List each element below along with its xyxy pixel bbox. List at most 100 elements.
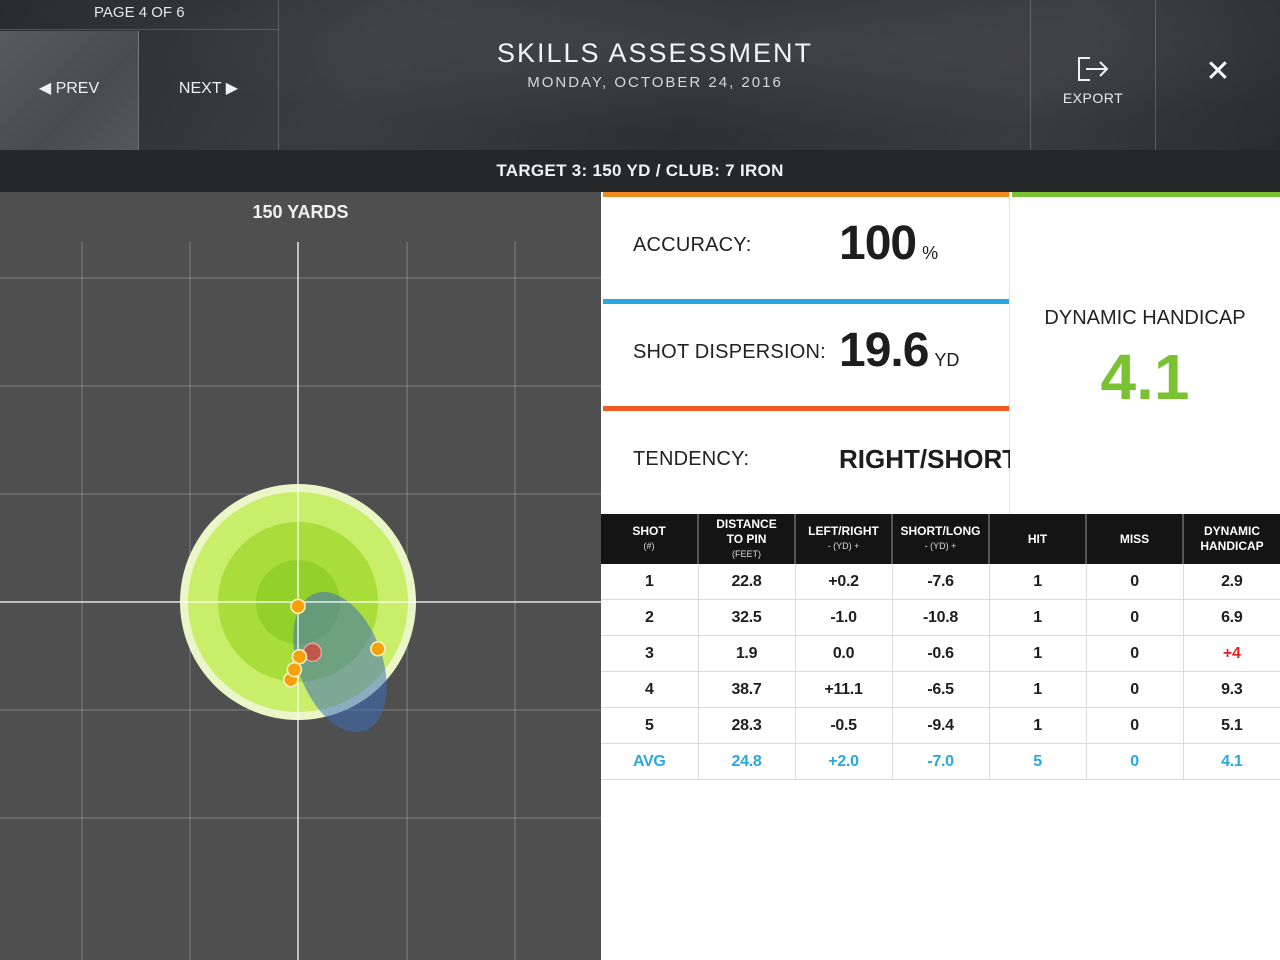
table-cell: 28.3 xyxy=(697,707,795,744)
header-line: LEFT/RIGHT xyxy=(808,524,879,538)
header: PAGE 4 OF 6 ◀ PREV NEXT ▶ SKILLS ASSESSM… xyxy=(0,0,1280,150)
shot-marker xyxy=(291,648,308,665)
tendency-value: RIGHT/SHORT xyxy=(839,444,1019,474)
table-cell: 0.0 xyxy=(794,635,892,672)
table-cell: 1 xyxy=(988,599,1086,636)
accuracy-unit: % xyxy=(922,243,939,263)
table-row: 5 28.3 -0.5 -9.4 1 0 5.1 xyxy=(601,707,1280,744)
table-cell: +4 xyxy=(1182,635,1280,672)
header-line: TO PIN xyxy=(726,531,767,546)
table-cell: -7.0 xyxy=(891,743,989,780)
table-header-cell: LEFT/RIGHT - (YD) + xyxy=(794,514,892,564)
header-line: HIT xyxy=(1027,531,1048,546)
table-cell: 2.9 xyxy=(1182,564,1280,600)
table-cell: 3 xyxy=(601,635,698,672)
table-cell: -0.5 xyxy=(794,707,892,744)
map-distance-title: 150 YARDS xyxy=(252,202,349,222)
table-cell: +11.1 xyxy=(794,671,892,708)
table-cell: 32.5 xyxy=(697,599,795,636)
table-cell: 1 xyxy=(988,671,1086,708)
export-label: EXPORT xyxy=(1062,90,1124,106)
table-cell: 1.9 xyxy=(697,635,795,672)
close-icon: ✕ xyxy=(1205,55,1231,88)
table-cell: -0.6 xyxy=(891,635,989,672)
table-average-row: AVG 24.8 +2.0 -7.0 5 0 4.1 xyxy=(601,743,1280,780)
handicap-label: DYNAMIC HANDICAP xyxy=(1044,307,1246,329)
table-cell: 22.8 xyxy=(697,564,795,600)
shot-marker xyxy=(286,661,303,678)
tendency-color-bar xyxy=(603,406,1009,411)
header-unit: - (YD) + xyxy=(924,541,957,551)
table-cell: 0 xyxy=(1085,635,1183,672)
shots-table: SHOT (#) DISTANCE TO PIN (FEET) LEFT/RIGHT - (… xyxy=(601,514,1280,780)
table-cell: 2 xyxy=(601,599,698,636)
table-header-cell: MISS xyxy=(1085,514,1183,564)
tendency-label: TENDENCY: xyxy=(633,448,750,470)
dispersion-number: 19.6 xyxy=(839,324,929,377)
table-cell: 1 xyxy=(988,707,1086,744)
table-cell: +2.0 xyxy=(794,743,892,780)
handicap-color-bar xyxy=(1012,192,1280,197)
table-cell: 5.1 xyxy=(1182,707,1280,744)
accuracy-color-bar xyxy=(603,192,1009,197)
page-indicator: PAGE 4 OF 6 xyxy=(0,0,278,30)
table-cell: -6.5 xyxy=(891,671,989,708)
shot-map: 150 YARDS xyxy=(0,192,601,960)
table-cell: 5 xyxy=(601,707,698,744)
dispersion-color-bar xyxy=(603,299,1009,304)
accuracy-label: ACCURACY: xyxy=(633,234,752,256)
accuracy-card: ACCURACY: 100% xyxy=(601,192,1010,300)
header-divider xyxy=(1030,0,1031,150)
dispersion-label: SHOT DISPERSION: xyxy=(633,341,826,363)
header-line: DYNAMIC xyxy=(1204,524,1260,538)
table-cell: 9.3 xyxy=(1182,671,1280,708)
table-cell: 1 xyxy=(988,635,1086,672)
next-button[interactable]: NEXT ▶ xyxy=(178,80,239,97)
header-line: MISS xyxy=(1119,531,1150,546)
header-unit: (#) xyxy=(643,541,655,551)
page-title: SKILLS ASSESSMENT xyxy=(496,38,814,68)
table-header-cell: SHOT (#) xyxy=(601,514,698,564)
table-cell: AVG xyxy=(601,743,698,780)
table-cell: 0 xyxy=(1085,564,1183,600)
table-cell: 1 xyxy=(601,564,698,600)
table-cell: -1.0 xyxy=(794,599,892,636)
shot-map-canvas xyxy=(0,242,601,960)
table-cell: 1 xyxy=(988,564,1086,600)
table-cell: 0 xyxy=(1085,671,1183,708)
table-cell: 5 xyxy=(988,743,1086,780)
header-divider xyxy=(278,0,279,150)
table-row: 2 32.5 -1.0 -10.8 1 0 6.9 xyxy=(601,599,1280,636)
table-cell: 4.1 xyxy=(1182,743,1280,780)
table-row: 4 38.7 +11.1 -6.5 1 0 9.3 xyxy=(601,671,1280,708)
table-cell: 0 xyxy=(1085,707,1183,744)
dispersion-unit: YD xyxy=(934,350,960,370)
tendency-card: TENDENCY: RIGHT/SHORT xyxy=(601,406,1018,515)
table-cell: 0 xyxy=(1085,599,1183,636)
dynamic-handicap-panel: DYNAMIC HANDICAP 4.1 xyxy=(1010,192,1280,514)
table-cell: -10.8 xyxy=(891,599,989,636)
table-row: 3 1.9 0.0 -0.6 1 0 +4 xyxy=(601,635,1280,672)
header-unit: (FEET) xyxy=(732,548,761,559)
table-cell: -7.6 xyxy=(891,564,989,600)
table-header-cell: DYNAMIC HANDICAP xyxy=(1182,514,1280,564)
table-cell: 4 xyxy=(601,671,698,708)
table-cell: +0.2 xyxy=(794,564,892,600)
handicap-value: 4.1 xyxy=(1100,341,1190,413)
header-divider xyxy=(1155,0,1156,150)
table-header-row: SHOT (#) DISTANCE TO PIN (FEET) LEFT/RIGHT - (… xyxy=(601,514,1280,564)
dispersion-ellipse xyxy=(293,591,387,733)
header-line: HANDICAP xyxy=(1200,539,1264,553)
close-button[interactable]: ✕ xyxy=(1156,0,1280,150)
table-cell: 0 xyxy=(1085,743,1183,780)
export-button[interactable]: EXPORT xyxy=(1031,0,1155,150)
table-cell: 6.9 xyxy=(1182,599,1280,636)
table-cell: 24.8 xyxy=(697,743,795,780)
table-cell: -9.4 xyxy=(891,707,989,744)
export-icon xyxy=(1078,57,1109,81)
table-header-cell: DISTANCE TO PIN (FEET) xyxy=(697,514,795,564)
prev-button[interactable]: ◀ PREV xyxy=(0,31,139,150)
header-line: DISTANCE xyxy=(716,516,777,531)
header-background xyxy=(0,0,1280,150)
dispersion-value: 19.6 YD xyxy=(839,323,959,378)
